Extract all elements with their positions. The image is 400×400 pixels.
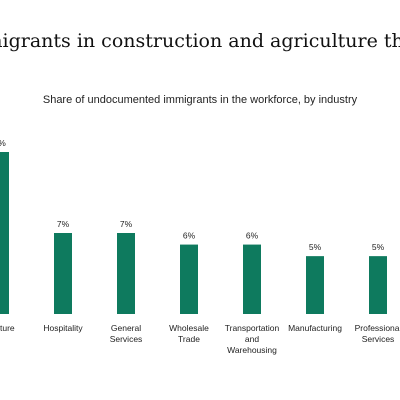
value-label-1: 7% (57, 219, 70, 229)
category-label-line: ture (0, 323, 15, 333)
category-label-line: Services (362, 334, 395, 344)
value-label-5: 5% (309, 242, 322, 252)
category-label-4: Transportation and Warehousing (225, 323, 280, 355)
category-label-line: Transportation (225, 323, 280, 333)
value-label-6: 5% (372, 242, 385, 252)
category-label-2: General Services (110, 323, 143, 344)
category-label-line: Trade (178, 334, 200, 344)
category-label-line: Warehousing (227, 345, 277, 355)
category-label-6: Professional Services (355, 323, 400, 344)
category-label-line: Hospitality (43, 323, 83, 333)
bar-3 (180, 244, 198, 314)
bar-0 (0, 152, 9, 314)
bar-2 (117, 233, 135, 314)
value-label-0: % (0, 138, 6, 148)
category-label-1: Hospitality (43, 323, 83, 333)
value-label-2: 7% (120, 219, 133, 229)
value-label-3: 6% (183, 231, 196, 241)
bar-6 (369, 256, 387, 314)
bar-4 (243, 244, 261, 314)
category-label-5: Manufacturing (288, 323, 342, 333)
value-label-group: % 7% 7% 6% 6% 5% 5% (0, 138, 385, 252)
bar-group (0, 152, 387, 314)
value-label-4: 6% (246, 231, 259, 241)
category-label-line: Services (110, 334, 143, 344)
category-label-line: Professional (355, 323, 400, 333)
bar-5 (306, 256, 324, 314)
category-label-3: Wholesale Trade (169, 323, 209, 344)
category-label-line: Manufacturing (288, 323, 342, 333)
bar-1 (54, 233, 72, 314)
category-label-line: and (245, 334, 259, 344)
category-label-0: ture (0, 323, 15, 333)
chart-title: ated immigrants in construction and agri… (0, 30, 400, 52)
category-label-line: Wholesale (169, 323, 209, 333)
chart-subtitle: Share of undocumented immigrants in the … (42, 94, 358, 106)
category-label-line: General (111, 323, 141, 333)
